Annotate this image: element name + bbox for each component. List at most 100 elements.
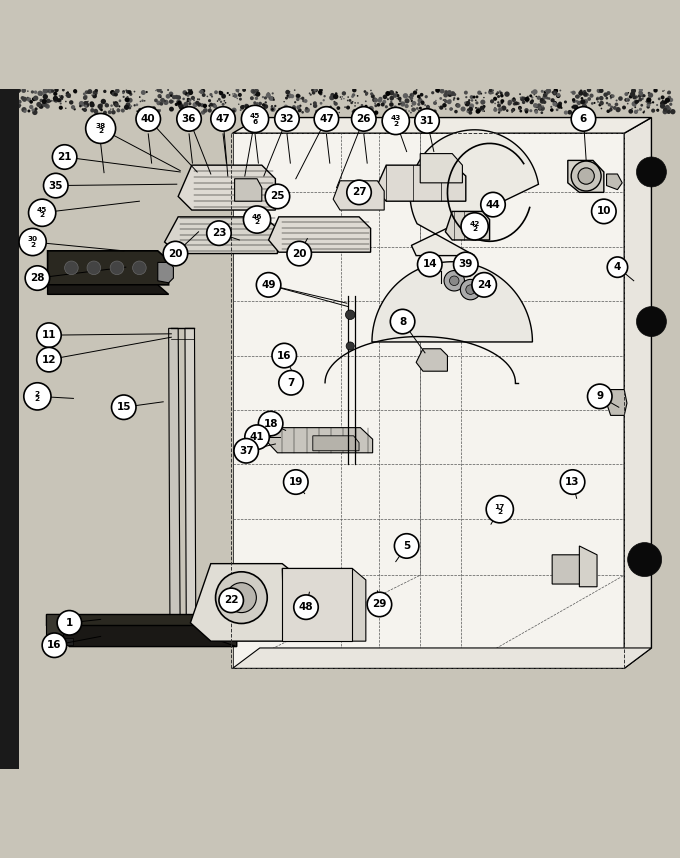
Circle shape xyxy=(665,105,670,110)
Circle shape xyxy=(237,91,239,93)
Circle shape xyxy=(188,102,192,106)
Circle shape xyxy=(91,94,92,96)
Circle shape xyxy=(572,98,575,101)
Circle shape xyxy=(469,107,473,112)
Circle shape xyxy=(112,395,136,420)
Circle shape xyxy=(451,108,453,110)
Circle shape xyxy=(92,94,97,99)
Circle shape xyxy=(58,95,61,97)
Circle shape xyxy=(29,100,33,104)
Circle shape xyxy=(216,571,267,624)
Circle shape xyxy=(233,94,237,98)
Circle shape xyxy=(217,100,218,102)
Circle shape xyxy=(634,100,639,104)
Circle shape xyxy=(185,92,188,95)
Circle shape xyxy=(137,111,138,112)
Circle shape xyxy=(560,470,585,494)
Circle shape xyxy=(144,112,146,113)
Circle shape xyxy=(636,100,639,103)
Circle shape xyxy=(139,96,141,98)
Polygon shape xyxy=(165,217,277,254)
Circle shape xyxy=(575,100,577,103)
Circle shape xyxy=(456,103,460,108)
Circle shape xyxy=(245,425,269,450)
Circle shape xyxy=(286,94,289,97)
Circle shape xyxy=(251,109,256,114)
Circle shape xyxy=(443,100,444,101)
Circle shape xyxy=(494,107,496,109)
Circle shape xyxy=(634,110,638,114)
Circle shape xyxy=(387,98,389,100)
Circle shape xyxy=(496,91,498,94)
Text: 41: 41 xyxy=(250,432,265,442)
Circle shape xyxy=(390,96,394,100)
Circle shape xyxy=(201,111,205,115)
Circle shape xyxy=(500,94,504,98)
Circle shape xyxy=(146,91,148,94)
Circle shape xyxy=(403,93,408,99)
Circle shape xyxy=(252,89,256,94)
Circle shape xyxy=(285,97,288,100)
Circle shape xyxy=(647,103,649,106)
Circle shape xyxy=(365,100,367,102)
Circle shape xyxy=(264,96,267,100)
Circle shape xyxy=(615,100,617,101)
Circle shape xyxy=(130,106,132,107)
Circle shape xyxy=(580,100,585,105)
Circle shape xyxy=(501,106,507,111)
Circle shape xyxy=(313,90,316,92)
Polygon shape xyxy=(375,165,466,201)
Circle shape xyxy=(284,470,308,494)
Circle shape xyxy=(100,109,103,112)
Circle shape xyxy=(58,100,62,102)
Circle shape xyxy=(435,103,437,104)
Circle shape xyxy=(112,92,116,96)
Circle shape xyxy=(135,104,138,106)
Circle shape xyxy=(529,94,532,97)
Text: 11: 11 xyxy=(41,330,56,340)
Circle shape xyxy=(103,111,107,115)
Circle shape xyxy=(112,108,114,110)
Circle shape xyxy=(39,104,44,109)
Text: 12: 12 xyxy=(41,354,56,365)
Circle shape xyxy=(533,103,538,108)
Circle shape xyxy=(160,102,163,106)
Circle shape xyxy=(346,106,350,110)
Circle shape xyxy=(124,97,130,102)
Circle shape xyxy=(258,102,262,106)
Circle shape xyxy=(166,94,171,99)
Circle shape xyxy=(339,96,341,98)
Circle shape xyxy=(88,89,92,94)
Circle shape xyxy=(667,90,671,94)
Circle shape xyxy=(389,90,394,95)
Circle shape xyxy=(136,106,160,131)
Circle shape xyxy=(186,106,188,108)
Circle shape xyxy=(428,106,430,108)
Circle shape xyxy=(588,97,591,101)
Circle shape xyxy=(653,88,658,93)
Circle shape xyxy=(305,107,310,113)
Circle shape xyxy=(456,103,460,107)
Circle shape xyxy=(60,102,62,105)
Circle shape xyxy=(270,106,275,112)
Circle shape xyxy=(505,92,510,97)
Circle shape xyxy=(396,98,398,100)
Circle shape xyxy=(53,92,57,96)
Circle shape xyxy=(347,180,371,204)
Text: 27: 27 xyxy=(352,187,367,197)
Circle shape xyxy=(396,92,398,94)
Circle shape xyxy=(418,252,442,276)
Polygon shape xyxy=(233,133,624,668)
Circle shape xyxy=(90,102,95,107)
Circle shape xyxy=(538,106,542,110)
Circle shape xyxy=(557,104,562,109)
Circle shape xyxy=(352,94,355,97)
Circle shape xyxy=(375,104,377,107)
Circle shape xyxy=(377,103,380,106)
Circle shape xyxy=(14,96,16,99)
Circle shape xyxy=(511,108,515,112)
Circle shape xyxy=(399,100,401,102)
Circle shape xyxy=(11,88,15,92)
Circle shape xyxy=(90,108,95,112)
Circle shape xyxy=(167,89,169,91)
